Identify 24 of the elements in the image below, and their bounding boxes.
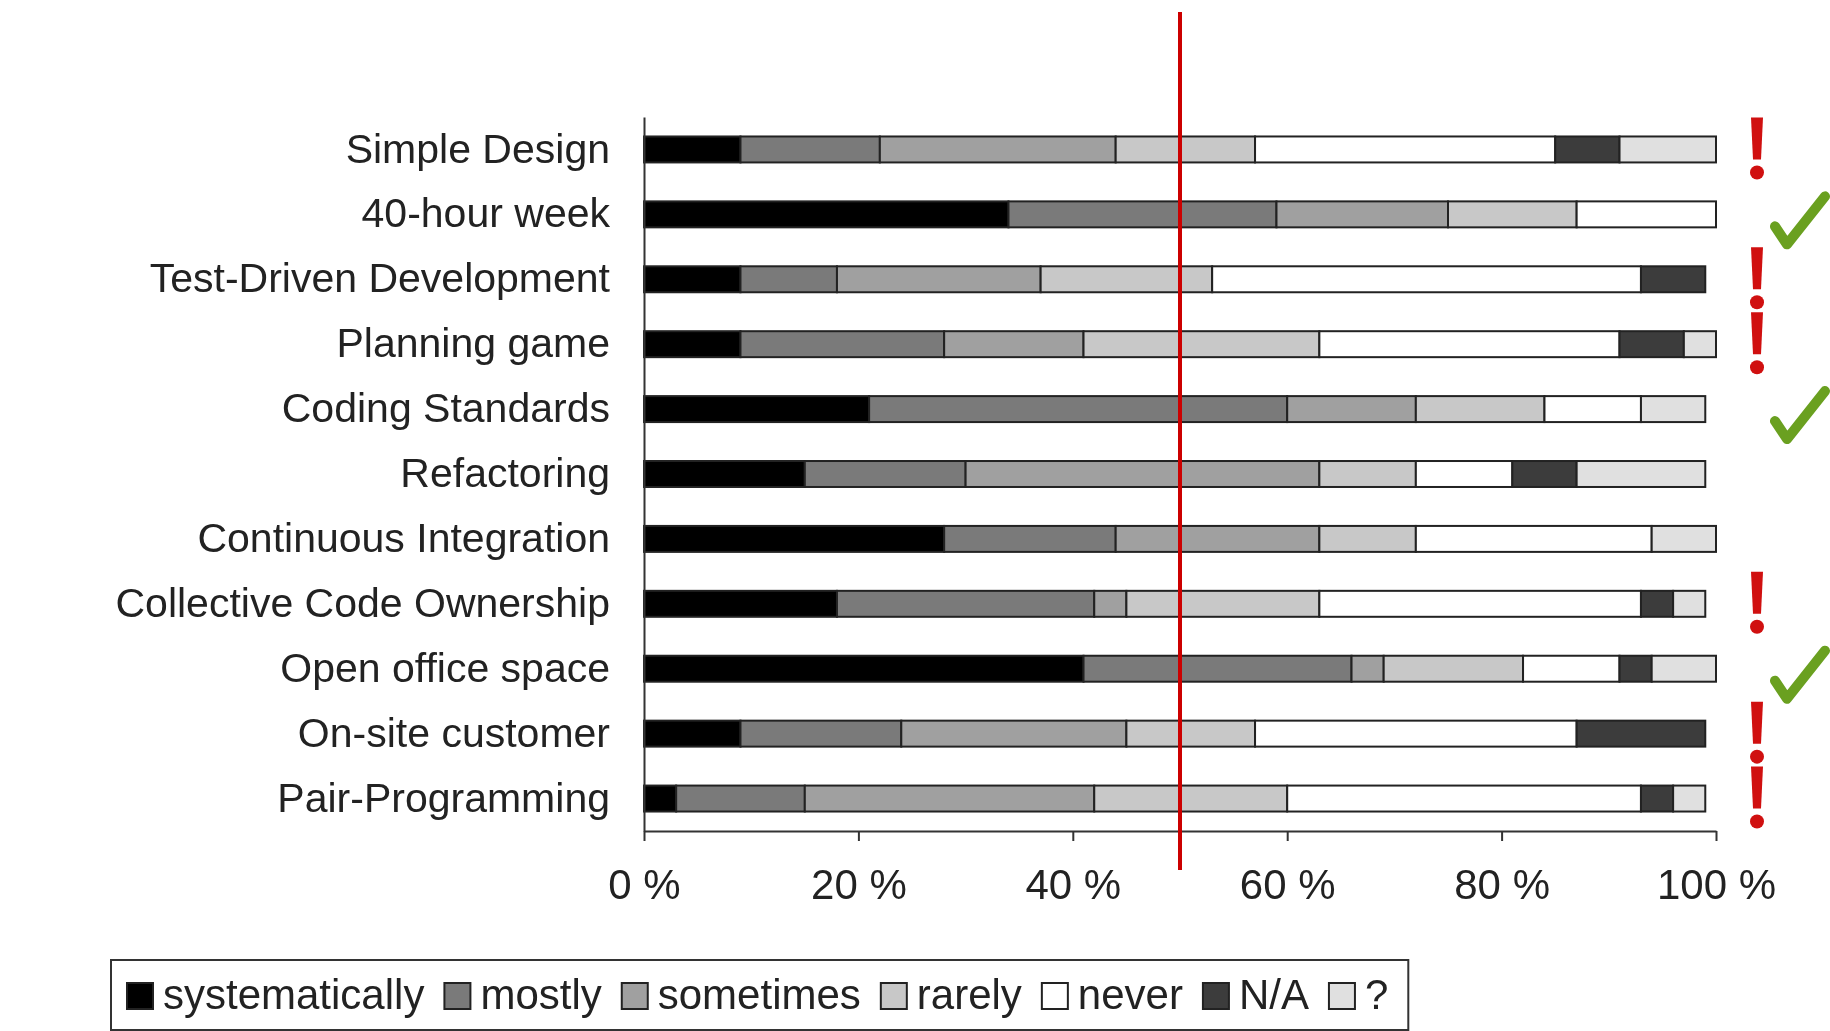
x-tick-label: 0 %	[608, 860, 681, 908]
y-tick-label: Continuous Integration	[197, 515, 610, 562]
legend-label: rarely	[916, 971, 1022, 1018]
y-tick-label: Coding Standards	[281, 385, 610, 432]
y-tick-label: Simple Design	[345, 125, 610, 172]
legend-label: N/A	[1238, 971, 1309, 1018]
legend-label: never	[1077, 971, 1183, 1018]
y-tick-label: Open office space	[280, 644, 610, 691]
y-tick-label: 40-hour week	[361, 190, 611, 237]
x-tick-label: 80 %	[1454, 860, 1550, 908]
x-tick-label: 100 %	[1656, 860, 1777, 908]
x-tick-label: 40 %	[1025, 860, 1122, 908]
y-tick-label: On-site customer	[297, 709, 610, 756]
legend-label: sometimes	[657, 971, 861, 1018]
legend-label: ?	[1364, 971, 1389, 1018]
legend-label: mostly	[480, 971, 602, 1018]
x-tick-label: 20 %	[811, 860, 907, 908]
y-tick-label: Refactoring	[400, 450, 610, 497]
y-tick-label: Planning game	[336, 320, 610, 367]
x-tick-label: 60 %	[1239, 860, 1336, 908]
y-tick-label: Collective Code Ownership	[115, 579, 610, 626]
y-tick-label: Pair-Programming	[277, 774, 610, 821]
legend-label: systematically	[163, 971, 425, 1018]
y-tick-label: Test-Driven Development	[149, 255, 611, 302]
